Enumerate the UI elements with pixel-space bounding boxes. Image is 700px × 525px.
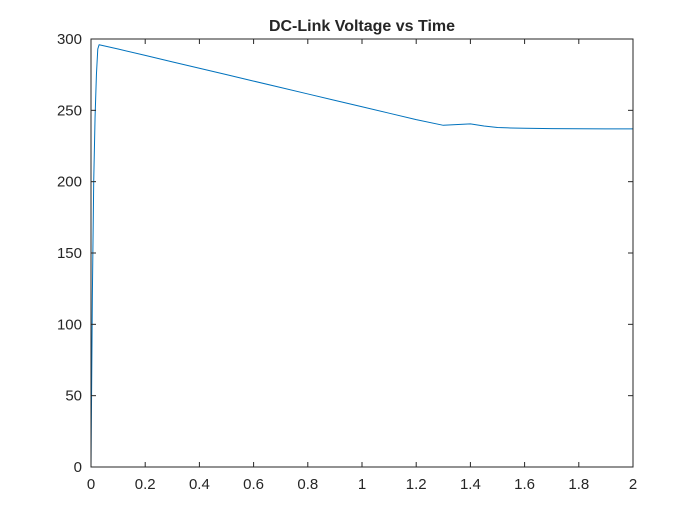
y-tick-label: 300 — [57, 31, 82, 48]
y-tick-label: 50 — [65, 388, 82, 405]
plot-area — [91, 39, 633, 467]
x-tick-label: 1 — [358, 476, 366, 493]
y-tick-label: 200 — [57, 174, 82, 191]
x-tick-label: 1.6 — [514, 476, 535, 493]
x-tick-label: 1.4 — [460, 476, 481, 493]
x-tick-label: 0.4 — [189, 476, 210, 493]
series-line-0 — [90, 44, 633, 468]
y-tick-label: 0 — [74, 459, 82, 476]
y-tick-label: 250 — [57, 102, 82, 119]
y-tick-label: 100 — [57, 316, 82, 333]
ticks-layer: 0 0.2 0.4 0.6 0.8 1 1.2 1.4 1.6 1.8 2 0 50 100 150 200 2… — [57, 31, 637, 493]
x-tick-label: 0.6 — [243, 476, 264, 493]
x-tick-label: 0.8 — [297, 476, 318, 493]
axes-box — [90, 38, 634, 468]
series-layer — [90, 44, 633, 468]
x-tick-label: 1.2 — [406, 476, 427, 493]
chart-title: DC-Link Voltage vs Time — [269, 18, 455, 35]
x-tick-label: 2 — [629, 476, 637, 493]
x-tick-label: 0 — [87, 476, 95, 493]
x-tick-label: 0.2 — [135, 476, 156, 493]
y-tick-label: 150 — [57, 245, 82, 262]
x-tick-label: 1.8 — [568, 476, 589, 493]
